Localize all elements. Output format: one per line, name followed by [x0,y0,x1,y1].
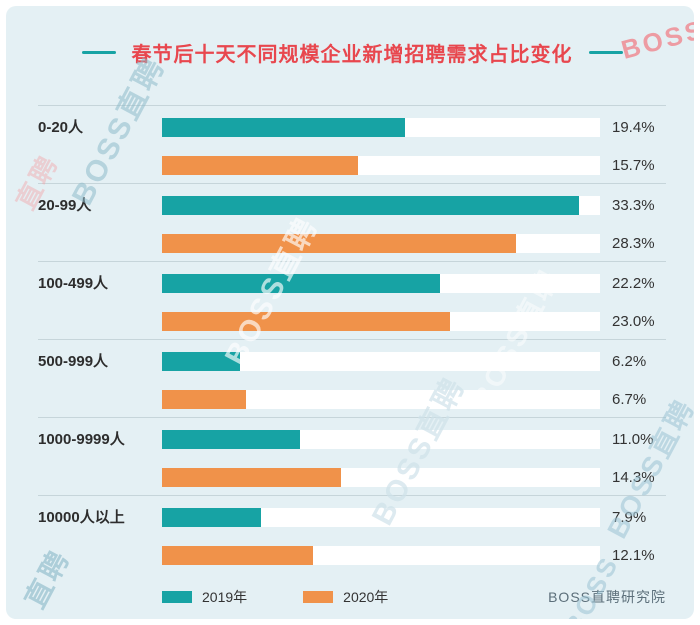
category-label: 20-99人 [38,197,92,214]
bar-2019年 [162,274,440,293]
bar-chart: 0-20人 19.4% 15.7% 20-99人 33.3% 28.3% 100-499人 2… [38,105,666,573]
bar-row: 14.3% [162,468,666,487]
source-label: BOSS直聘研究院 [548,589,666,605]
bar-track [162,430,600,449]
category-label: 100-499人 [38,275,109,292]
category-group: 500-999人 6.2% 6.7% [38,339,666,417]
bar-track [162,196,600,215]
bar-row: 7.9% [162,508,666,527]
bar-2020年 [162,390,246,409]
chart-card: BOSS直聘 直聘 BOSS BOSS直聘 BOSS直聘 BOSS直聘 BOSS直聘 直聘 BO… [6,6,694,619]
legend-label: 2020年 [343,589,389,605]
chart-title: 春节后十天不同规模企业新增招聘需求占比变化 [131,44,573,66]
bar-row: 28.3% [162,234,666,253]
bar-2019年 [162,196,579,215]
bar-row: 33.3% [162,196,666,215]
value-label: 33.3% [612,197,655,214]
legend-swatch [162,591,192,603]
bar-track [162,312,600,331]
bar-track [162,546,600,565]
legend-item: 2020年 [303,587,388,607]
chart-title-row: 春节后十天不同规模企业新增招聘需求占比变化 [38,38,666,67]
category-group: 10000人以上 7.9% 12.1% [38,495,666,573]
legend-label: 2019年 [202,589,248,605]
title-dash-left [81,51,116,54]
legend-swatch [303,591,334,603]
value-label: 7.9% [612,509,647,526]
value-label: 22.2% [612,275,655,292]
value-label: 14.3% [612,469,655,486]
value-label: 12.1% [612,547,655,564]
bar-row: 6.2% [162,352,666,371]
bar-track [162,390,600,409]
bar-2019年 [162,430,300,449]
legend: 2019年 2020年 [162,587,388,607]
value-label: 19.4% [612,119,655,136]
bar-track [162,468,600,487]
bar-row: 22.2% [162,274,666,293]
value-label: 15.7% [612,157,655,174]
legend-item: 2019年 [162,587,247,607]
bar-track [162,508,600,527]
category-label: 500-999人 [38,353,109,370]
category-group: 20-99人 33.3% 28.3% [38,183,666,261]
value-label: 11.0% [612,431,654,448]
value-label: 23.0% [612,313,655,330]
bar-row: 19.4% [162,118,666,137]
bar-track [162,352,600,371]
value-label: 6.2% [612,353,647,370]
category-label: 0-20人 [38,119,84,136]
bar-track [162,234,600,253]
bar-row: 12.1% [162,546,666,565]
category-group: 0-20人 19.4% 15.7% [38,105,666,183]
bar-track [162,118,600,137]
bar-2020年 [162,156,359,175]
value-label: 6.7% [612,391,647,408]
category-label: 1000-9999人 [38,431,125,448]
bar-track [162,274,600,293]
bar-row: 11.0% [162,430,666,449]
bar-row: 15.7% [162,156,666,175]
category-group: 100-499人 22.2% 23.0% [38,261,666,339]
chart-footer: 2019年 2020年 BOSS直聘研究院 [38,587,666,607]
bar-2020年 [162,468,341,487]
bar-track [162,156,600,175]
value-label: 28.3% [612,235,655,252]
title-dash-right [588,51,623,54]
bar-2019年 [162,118,405,137]
bar-row: 23.0% [162,312,666,331]
bar-2020年 [162,546,314,565]
bar-2019年 [162,352,240,371]
bar-2020年 [162,312,450,331]
category-group: 1000-9999人 11.0% 14.3% [38,417,666,495]
bar-row: 6.7% [162,390,666,409]
bar-2019年 [162,508,261,527]
bar-2020年 [162,234,517,253]
category-label: 10000人以上 [38,509,125,526]
